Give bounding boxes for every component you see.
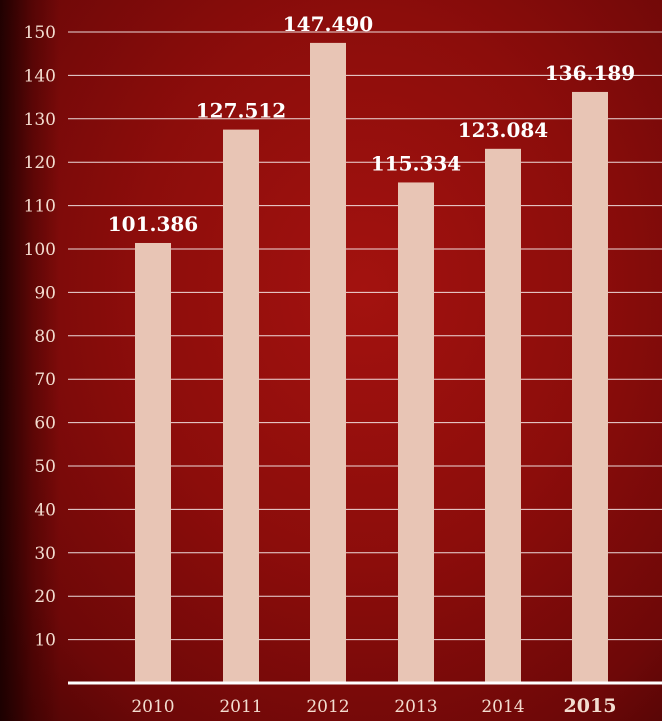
bar [223, 129, 259, 684]
y-tick-label: 110 [24, 197, 56, 217]
y-tick-label: 40 [34, 500, 56, 520]
bar [135, 242, 171, 684]
y-tick-label: 30 [34, 544, 56, 564]
y-tick-label: 130 [24, 110, 56, 130]
y-tick-label: 60 [34, 414, 56, 434]
y-tick-label: 10 [34, 631, 56, 651]
y-tick-label: 140 [24, 66, 56, 86]
bar [485, 148, 521, 684]
y-tick-label: 120 [24, 153, 56, 173]
y-tick-label: 90 [34, 283, 56, 303]
data-label: 127.512 [196, 99, 286, 123]
y-tick-label: 70 [34, 370, 56, 390]
y-tick-label: 80 [34, 327, 56, 347]
x-tick-label: 2014 [481, 697, 524, 717]
y-tick-label: 150 [24, 23, 56, 43]
data-label: 101.386 [108, 212, 198, 236]
data-label: 147.490 [283, 12, 373, 36]
x-tick-label: 2011 [219, 697, 262, 717]
bar [398, 182, 434, 683]
data-label: 136.189 [545, 61, 635, 85]
y-tick-label: 100 [24, 240, 56, 260]
bar [310, 42, 346, 684]
data-label: 123.084 [458, 118, 549, 142]
y-tick-label: 20 [34, 587, 56, 607]
bar [572, 91, 608, 683]
x-tick-label: 2012 [306, 697, 349, 717]
y-tick-label: 50 [34, 457, 56, 477]
x-tick-label: 2013 [394, 697, 437, 717]
data-label: 115.334 [371, 151, 462, 175]
x-tick-label: 2010 [131, 697, 174, 717]
x-tick-label: 2015 [564, 695, 617, 717]
